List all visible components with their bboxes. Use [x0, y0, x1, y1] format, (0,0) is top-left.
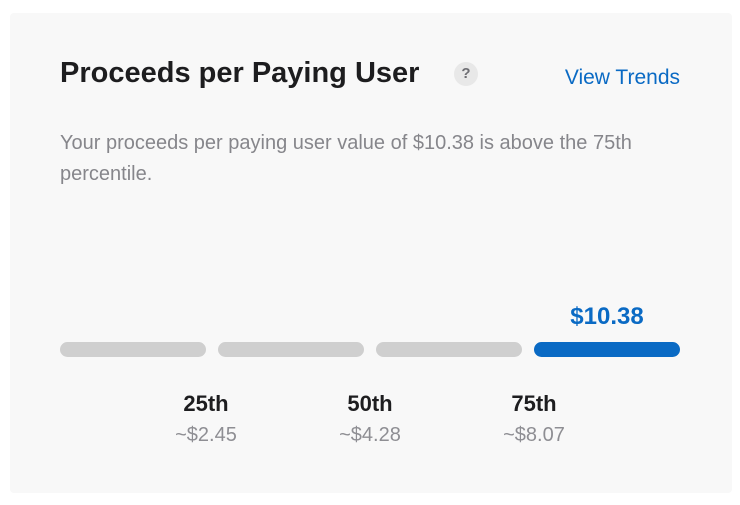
current-value-label: $10.38	[570, 303, 644, 330]
percentile-bar-segment-2	[218, 342, 364, 357]
percentile-value: ~$8.07	[503, 424, 565, 446]
view-trends-link[interactable]: View Trends	[564, 66, 680, 89]
percentile-value: ~$4.28	[339, 424, 401, 446]
percentile-label: 50th	[347, 391, 393, 416]
percentile-bar-segment-3	[376, 342, 522, 357]
percentile-bar-segment-4-active	[534, 342, 680, 357]
proceeds-card: Proceeds per Paying User ? View Trends Y…	[10, 13, 732, 493]
percentile-25th: 25th ~$2.45	[146, 390, 266, 447]
percentile-label: 25th	[183, 391, 229, 416]
percentile-50th: 50th ~$4.28	[310, 390, 430, 447]
percentile-value: ~$2.45	[175, 424, 237, 446]
percentile-bar-segment-1	[60, 342, 206, 357]
percentile-label: 75th	[511, 391, 557, 416]
help-icon[interactable]: ?	[454, 62, 478, 86]
card-title: Proceeds per Paying User	[60, 57, 420, 89]
percentile-75th: 75th ~$8.07	[474, 390, 594, 447]
summary-text: Your proceeds per paying user value of $…	[60, 132, 632, 185]
